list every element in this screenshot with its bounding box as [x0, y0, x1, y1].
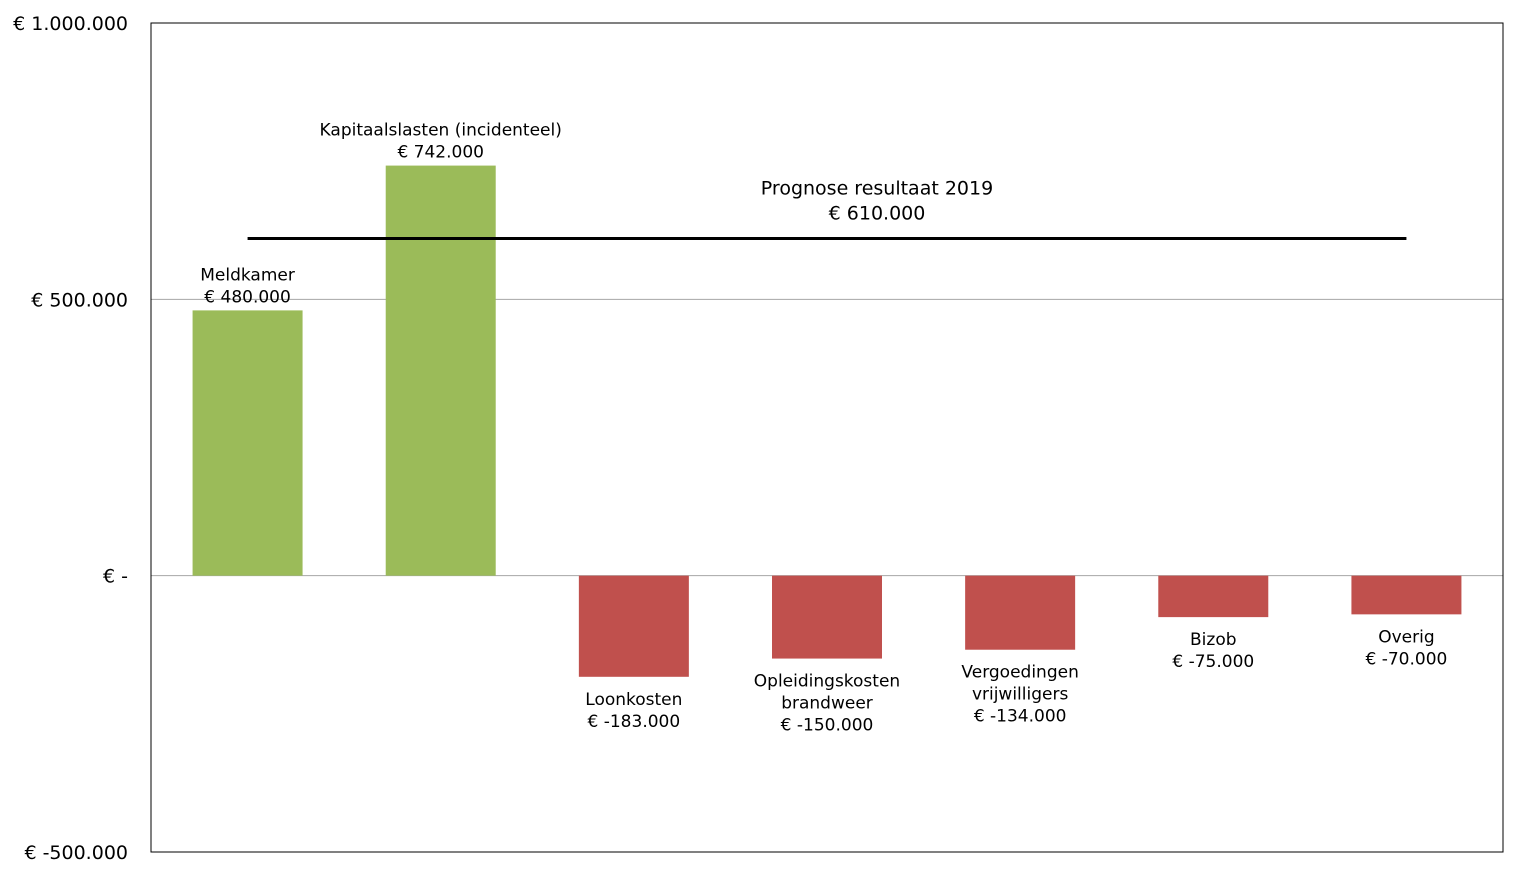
- bar-value-label: € -150.000: [781, 716, 874, 736]
- bar-category-label: vrijwilligers: [972, 685, 1069, 705]
- bar: [385, 165, 496, 576]
- bar: [192, 310, 303, 576]
- bar: [1351, 575, 1462, 615]
- bar-category-label: Loonkosten: [585, 690, 682, 710]
- y-tick-label: € -500.000: [24, 842, 128, 864]
- bar-value-label: € -70.000: [1366, 649, 1448, 669]
- bar-category-label: Bizob: [1190, 630, 1237, 650]
- plot-frame: [150, 22, 1504, 853]
- bar-category-label: brandweer: [781, 694, 873, 714]
- y-axis: € 1.000.000 € 500.000 € - € -500.000: [13, 13, 128, 864]
- y-tick-label: € 500.000: [31, 289, 128, 311]
- y-tick-label: € -: [103, 566, 128, 588]
- y-tick-label: € 1.000.000: [13, 13, 128, 35]
- reference-line-layer: Prognose resultaat 2019 € 610.000: [247, 178, 1407, 241]
- reference-line-value-label: € 610.000: [829, 203, 926, 225]
- bar-value-label: € -75.000: [1172, 652, 1254, 672]
- bar-category-label: Overig: [1378, 627, 1434, 647]
- bar-value-label: € -134.000: [974, 707, 1067, 727]
- bar-category-label: Vergoedingen: [961, 663, 1078, 683]
- labels-layer: Meldkamer€ 480.000 Kapitaalslasten (incid…: [200, 121, 1447, 736]
- bar-category-label: Opleidingskosten: [754, 672, 900, 692]
- bar-category-label: Meldkamer: [200, 265, 295, 285]
- bar-category-label: Kapitaalslasten (incidenteel): [320, 121, 562, 141]
- reference-line-label: Prognose resultaat 2019: [761, 178, 993, 200]
- bars-layer: [192, 165, 1462, 677]
- bar: [1158, 575, 1269, 618]
- bar-value-label: € -183.000: [588, 712, 681, 732]
- bar: [772, 575, 882, 659]
- bar: [578, 575, 689, 677]
- bar-value-label: € 742.000: [397, 143, 484, 163]
- bar-value-label: € 480.000: [204, 287, 291, 307]
- bar: [965, 575, 1076, 650]
